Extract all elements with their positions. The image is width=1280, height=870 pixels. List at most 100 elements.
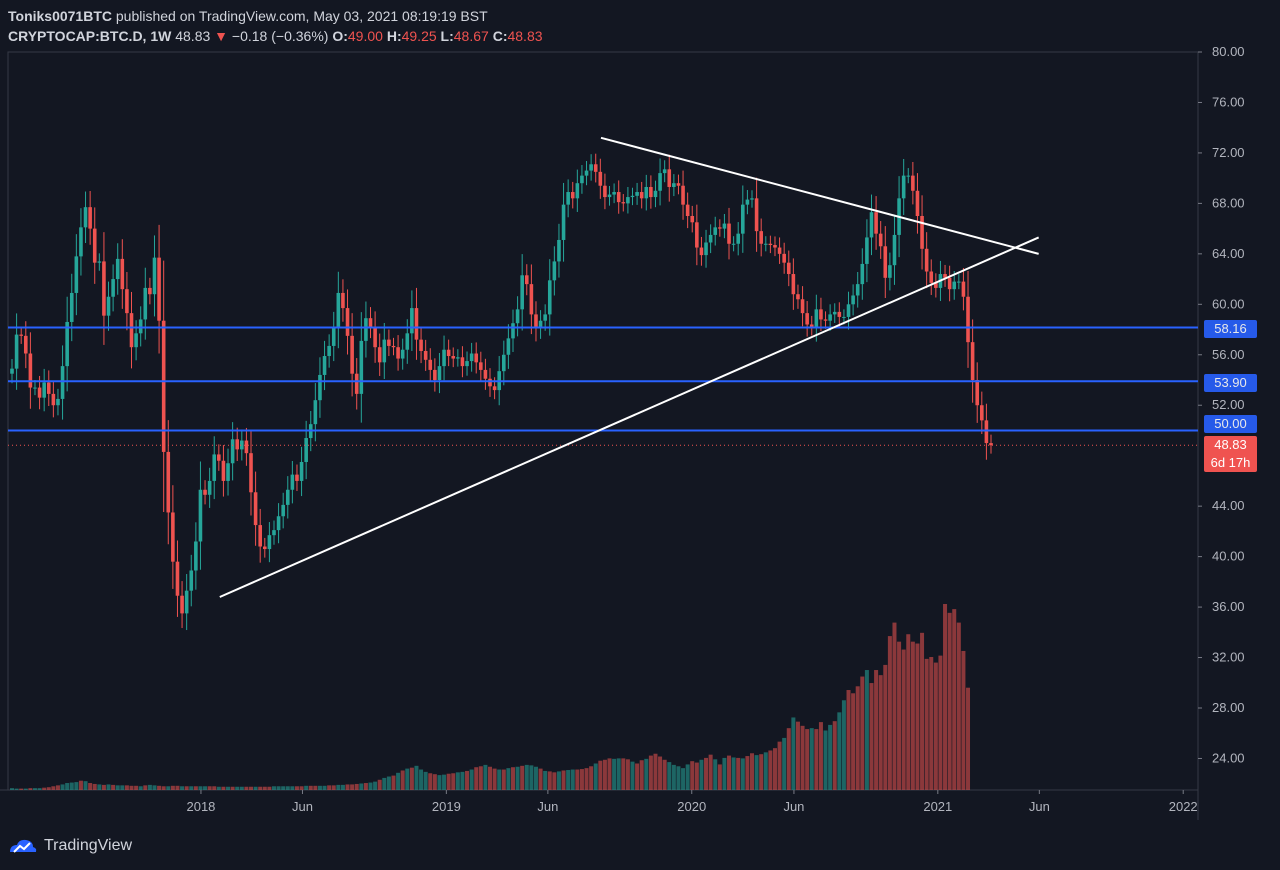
volume-bar bbox=[515, 766, 520, 790]
candle-body bbox=[437, 366, 442, 380]
candle-body bbox=[524, 275, 529, 285]
volume-bar bbox=[65, 783, 70, 790]
candle-body bbox=[543, 314, 547, 321]
candle-body bbox=[855, 284, 860, 296]
candle-body bbox=[157, 257, 161, 321]
candle-body bbox=[566, 192, 570, 205]
volume-bar bbox=[920, 632, 925, 790]
candle-body bbox=[658, 173, 662, 191]
volume-bar bbox=[579, 769, 584, 790]
volume-bar bbox=[423, 771, 428, 790]
price-chart[interactable]: 80.00 76.00 72.00 68.00 64.00 60.00 56.00 52.00… bbox=[0, 0, 1280, 830]
x-tick-label: 2019 bbox=[432, 799, 461, 814]
volume-bar bbox=[589, 766, 594, 790]
volume-bar bbox=[506, 768, 511, 790]
volume-bar bbox=[685, 764, 690, 790]
volume-bar bbox=[359, 783, 364, 790]
volume-bar bbox=[253, 786, 258, 790]
candle-body bbox=[828, 314, 832, 321]
candle-body bbox=[92, 228, 97, 263]
y-tick-label: 44.00 bbox=[1212, 498, 1245, 513]
volume-bar bbox=[226, 786, 231, 790]
y-tick-label: 40.00 bbox=[1212, 549, 1245, 564]
candle-body bbox=[874, 212, 878, 234]
candle-body bbox=[400, 349, 405, 359]
candle-body bbox=[217, 454, 221, 461]
candle-body bbox=[175, 561, 180, 596]
candle-body bbox=[285, 489, 290, 505]
volume-bar bbox=[396, 772, 401, 790]
volume-bar bbox=[432, 774, 437, 790]
candle-body bbox=[10, 368, 14, 374]
volume-bar bbox=[327, 785, 332, 790]
x-tick-label: 2018 bbox=[186, 799, 215, 814]
volume-bar bbox=[662, 759, 667, 790]
volume-bar bbox=[478, 766, 483, 790]
volume-bar bbox=[625, 759, 630, 790]
candle-body bbox=[777, 247, 782, 254]
candle-body bbox=[970, 342, 975, 380]
candle-body bbox=[281, 504, 285, 517]
tradingview-logo[interactable]: TradingView bbox=[8, 836, 132, 856]
y-tick-label: 64.00 bbox=[1212, 246, 1245, 261]
volume-bar bbox=[354, 783, 359, 790]
volume-bar bbox=[722, 757, 727, 790]
volume-bar bbox=[161, 786, 166, 790]
volume-bar bbox=[658, 756, 663, 790]
candle-body bbox=[456, 357, 460, 359]
candle-body bbox=[221, 460, 226, 481]
volume-bar bbox=[791, 717, 796, 790]
volume-bar bbox=[497, 769, 502, 790]
candle-body bbox=[676, 183, 681, 186]
candle-body bbox=[768, 243, 773, 246]
volume-bar bbox=[111, 784, 116, 790]
candle-body bbox=[396, 347, 400, 359]
close-value: 48.83 bbox=[507, 28, 543, 44]
last-price-tag: 48.83 6d 17h bbox=[1204, 436, 1257, 472]
candle-body bbox=[336, 292, 341, 328]
candle-body bbox=[754, 198, 759, 232]
volume-bar bbox=[837, 712, 842, 790]
volume-bar bbox=[828, 724, 833, 790]
volume-bar bbox=[69, 782, 74, 790]
volume-bar bbox=[10, 788, 14, 790]
volume-bar bbox=[607, 758, 612, 790]
candle-body bbox=[649, 186, 653, 198]
volume-bar bbox=[593, 763, 598, 790]
symbol-label[interactable]: CRYPTOCAP:BTC.D, 1W bbox=[8, 28, 172, 44]
candle-body bbox=[194, 541, 198, 571]
candle-body bbox=[947, 277, 952, 290]
candle-body bbox=[713, 227, 718, 235]
candle-body bbox=[961, 281, 966, 297]
volume-bar bbox=[166, 786, 171, 790]
y-tick-label: 36.00 bbox=[1212, 599, 1245, 614]
volume-bar bbox=[120, 785, 125, 790]
candle-body bbox=[230, 439, 235, 464]
volume-bar bbox=[538, 768, 543, 790]
volume-bar bbox=[363, 783, 368, 790]
candle-body bbox=[561, 204, 566, 240]
candle-body bbox=[699, 247, 704, 256]
x-tick-label: 2022 bbox=[1169, 799, 1198, 814]
candle-body bbox=[184, 590, 189, 614]
volume-bar bbox=[51, 786, 56, 790]
y-tick-label: 56.00 bbox=[1212, 347, 1245, 362]
volume-bar bbox=[901, 649, 906, 790]
volume-bar bbox=[782, 737, 787, 790]
volume-bar bbox=[400, 770, 405, 790]
volume-bar bbox=[451, 773, 456, 790]
candle-body bbox=[423, 350, 428, 360]
candle-body bbox=[152, 257, 157, 295]
candle-body bbox=[511, 323, 515, 339]
author-name[interactable]: Toniks0071BTC bbox=[8, 8, 112, 24]
candle-body bbox=[341, 292, 345, 309]
candle-body bbox=[957, 281, 961, 283]
volume-bar bbox=[405, 768, 410, 790]
candle-body bbox=[88, 207, 92, 229]
candle-body bbox=[621, 202, 626, 204]
candle-body bbox=[212, 454, 217, 481]
volume-bar bbox=[616, 758, 621, 790]
volume-bar bbox=[731, 757, 736, 790]
candle-body bbox=[603, 185, 607, 198]
y-tick-label: 60.00 bbox=[1212, 296, 1245, 311]
